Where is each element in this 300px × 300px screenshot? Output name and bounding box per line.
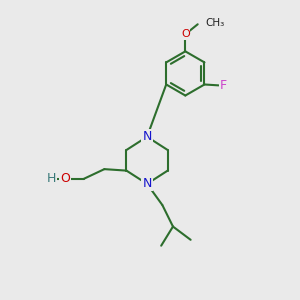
Text: N: N [142,130,152,143]
Text: CH₃: CH₃ [205,18,224,28]
Text: F: F [219,80,226,92]
Text: H: H [46,172,56,185]
Text: O: O [60,172,70,185]
Text: O: O [181,29,190,39]
Text: N: N [142,177,152,190]
